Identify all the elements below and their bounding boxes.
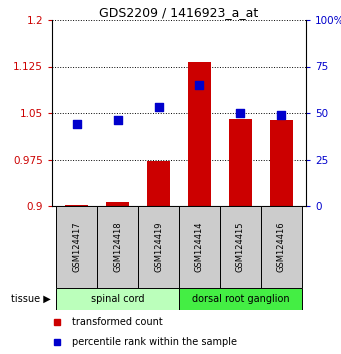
- Text: GSM124417: GSM124417: [72, 222, 81, 272]
- Text: GSM124416: GSM124416: [277, 222, 286, 272]
- Bar: [56, 288, 179, 310]
- Text: GSM124415: GSM124415: [236, 222, 245, 272]
- Text: transformed count: transformed count: [72, 317, 163, 327]
- Text: percentile rank within the sample: percentile rank within the sample: [72, 337, 237, 347]
- Bar: [106, 202, 129, 206]
- Bar: [229, 119, 252, 206]
- Point: [279, 112, 284, 118]
- Point: [115, 118, 120, 123]
- Bar: [56, 206, 97, 288]
- Point: [74, 121, 79, 127]
- Text: GSM124418: GSM124418: [113, 222, 122, 272]
- Point: [238, 110, 243, 116]
- Bar: [261, 206, 302, 288]
- Text: GSM124419: GSM124419: [154, 222, 163, 272]
- Point: [156, 104, 161, 110]
- Bar: [188, 62, 211, 206]
- Text: spinal cord: spinal cord: [91, 294, 144, 304]
- Bar: [220, 206, 261, 288]
- Bar: [147, 161, 170, 206]
- Text: GSM124414: GSM124414: [195, 222, 204, 272]
- Bar: [179, 288, 302, 310]
- Bar: [97, 206, 138, 288]
- Bar: [179, 206, 220, 288]
- Text: tissue ▶: tissue ▶: [12, 294, 51, 304]
- Title: GDS2209 / 1416923_a_at: GDS2209 / 1416923_a_at: [99, 6, 258, 19]
- Bar: [65, 205, 88, 206]
- Text: dorsal root ganglion: dorsal root ganglion: [192, 294, 289, 304]
- Bar: [138, 206, 179, 288]
- Point: [197, 82, 202, 88]
- Bar: [270, 120, 293, 206]
